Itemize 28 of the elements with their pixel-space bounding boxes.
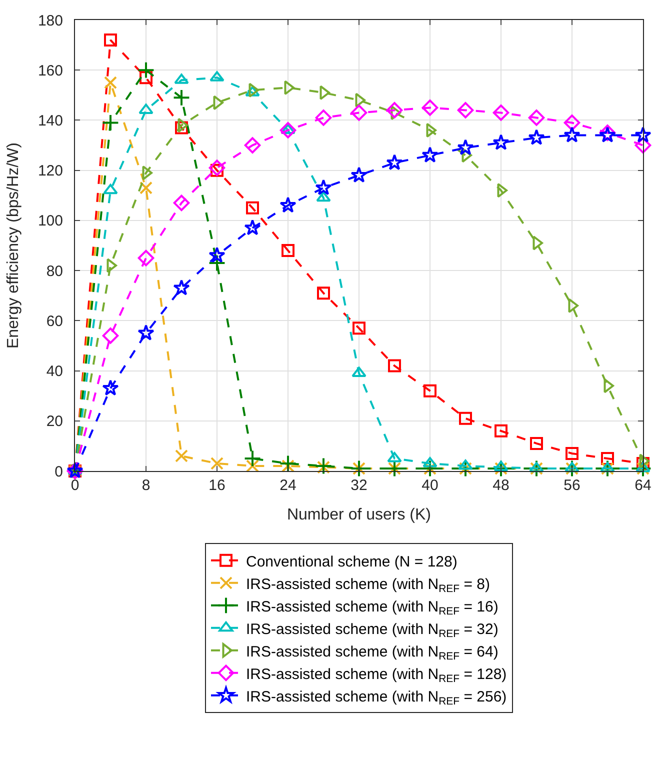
y-tick-label: 40	[46, 363, 63, 380]
y-tick-label: 140	[38, 112, 63, 130]
y-tick-label: 180	[38, 12, 63, 30]
x-tick-label: 64	[634, 477, 652, 494]
legend-label: IRS-assisted scheme (with N$_{REF}$ = 8)	[246, 576, 490, 595]
x-tick-label: 56	[564, 477, 580, 494]
y-tick-label: 20	[46, 413, 63, 430]
y-tick-label: 100	[38, 212, 63, 230]
x-axis-title: Number of users (K)	[286, 506, 432, 524]
legend-label: IRS-assisted scheme (with N$_{REF}$ = 32)	[246, 620, 498, 640]
legend-label: IRS-assisted scheme (with N$_{REF}$ = 16)	[246, 598, 498, 618]
x-tick-label: 8	[142, 477, 150, 494]
legend-label: IRS-assisted scheme (with N$_{REF}$ = 64)	[246, 643, 498, 662]
y-tick-label: 80	[46, 262, 63, 280]
x-tick-label: 40	[422, 477, 438, 494]
x-tick-label: 0	[70, 477, 80, 494]
legend-label: IRS-assisted scheme (with N$_{REF}$ = 256)	[246, 688, 507, 708]
x-tick-label: 32	[350, 477, 368, 494]
y-tick-label: 120	[38, 162, 63, 180]
legend-label: IRS-assisted scheme (with N$_{REF}$ = 128)	[246, 666, 507, 685]
x-tick-label: 48	[492, 477, 510, 494]
y-tick-label: 60	[46, 312, 63, 330]
y-axis-title: Energy efficiency (bps/Hz/W)	[4, 142, 22, 348]
x-tick-label: 24	[280, 477, 296, 494]
y-tick-label: 0	[54, 463, 63, 480]
y-tick-label: 160	[38, 62, 63, 80]
legend-label: Conventional scheme (N = 128)	[246, 553, 458, 570]
x-tick-label: 16	[208, 477, 226, 494]
